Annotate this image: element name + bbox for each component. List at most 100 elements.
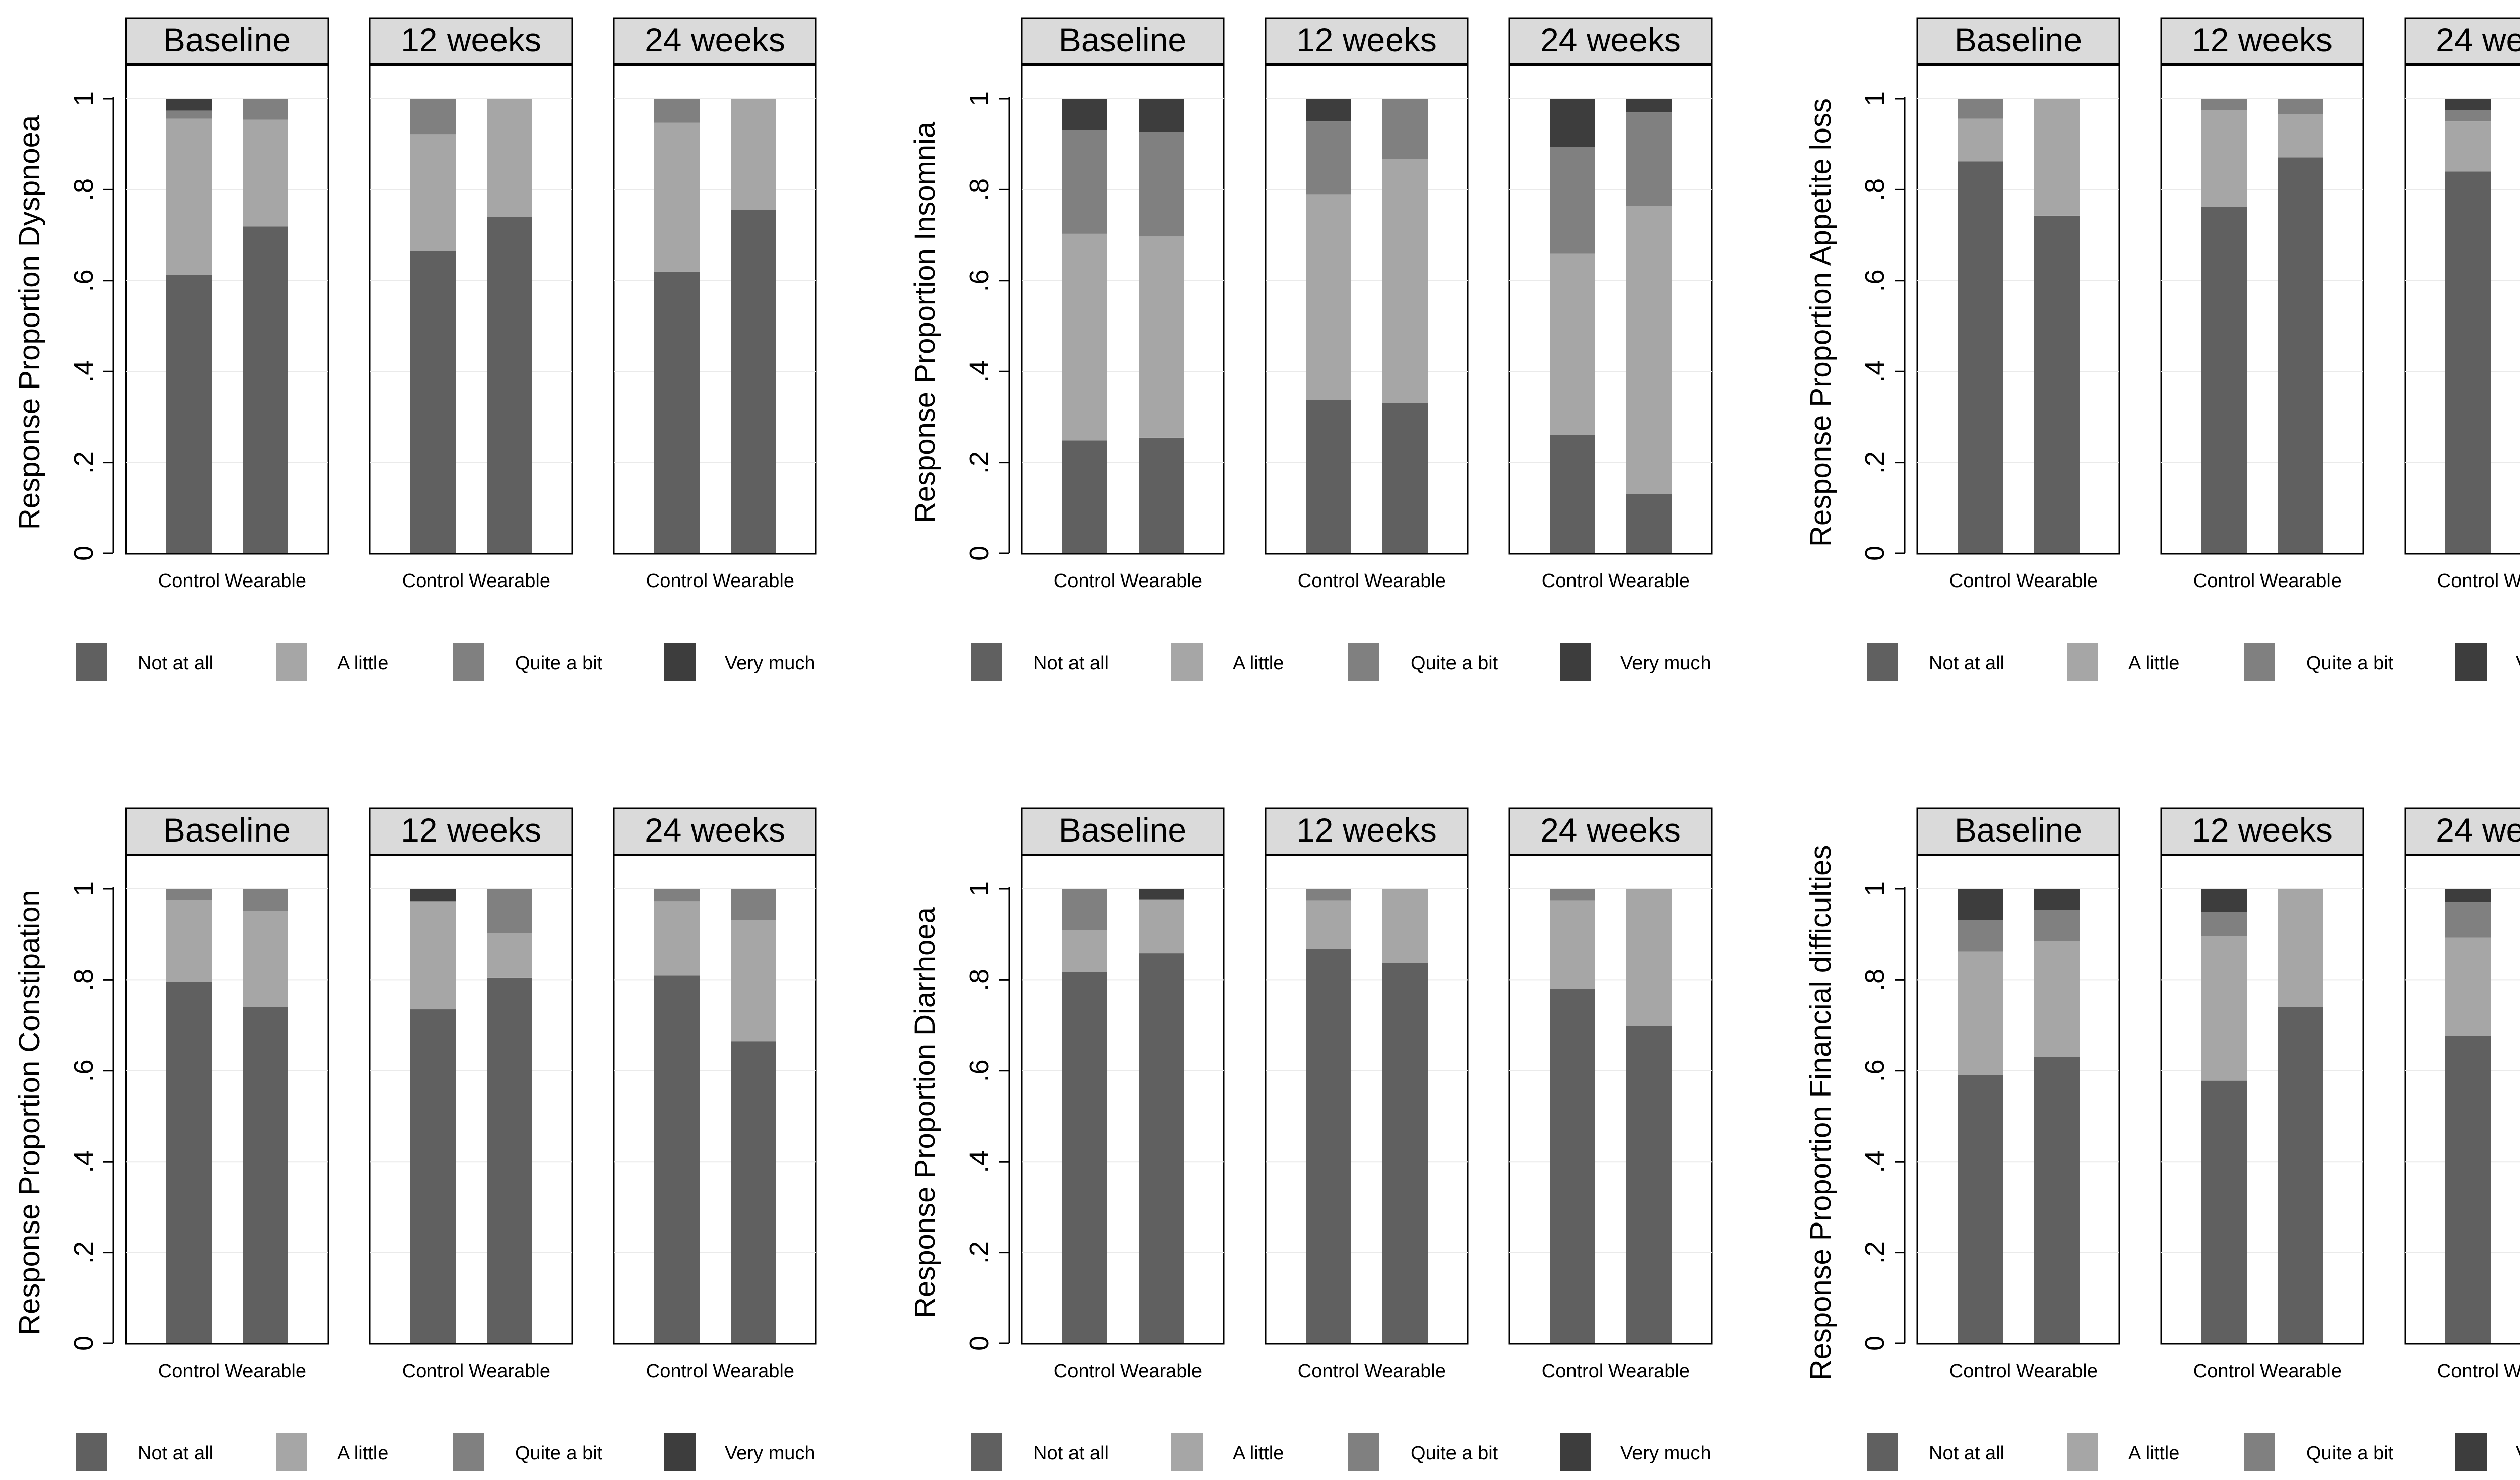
bar-wearable-not-at-all xyxy=(243,1007,288,1343)
y-tick-label: .6 xyxy=(1860,269,1890,292)
panel-label: 12 weeks xyxy=(1296,811,1437,849)
bar-wearable-not-at-all xyxy=(2034,1057,2080,1343)
legend-label-not-at-all: Not at all xyxy=(138,1443,213,1464)
plot-area xyxy=(1916,64,2120,555)
panel-label: 24 weeks xyxy=(1540,811,1681,849)
bar-control-quite-a-bit xyxy=(2445,902,2491,938)
bar-control-a-little xyxy=(654,122,700,272)
bar-control-not-at-all xyxy=(1062,972,1107,1343)
bar-wearable-not-at-all xyxy=(1626,494,1672,553)
bar-control-not-at-all xyxy=(1958,1075,2003,1343)
y-tick-label: 1 xyxy=(1860,91,1890,106)
bar-control-a-little xyxy=(1958,951,2003,1075)
legend-label-very-much: Very much xyxy=(725,653,815,674)
y-tick-label: 1 xyxy=(69,881,99,896)
legend-label-quite-a-bit: Quite a bit xyxy=(2306,1443,2394,1464)
legend-swatch-a-little xyxy=(276,1433,307,1471)
bar-control-very-much xyxy=(2201,889,2247,913)
bar-control-a-little xyxy=(1306,900,1351,949)
plot-area xyxy=(125,64,329,555)
bar-wearable-quite-a-bit xyxy=(1626,112,1672,206)
bar-control-quite-a-bit xyxy=(1958,99,2003,119)
legend-label-a-little: A little xyxy=(2128,653,2179,674)
bar-control-a-little xyxy=(410,901,456,1010)
bar-control-very-much xyxy=(1062,99,1107,130)
bar-wearable-not-at-all xyxy=(731,1041,776,1343)
legend-swatch-not-at-all xyxy=(971,643,1002,681)
y-tick-label: .6 xyxy=(69,269,99,292)
bar-control-a-little xyxy=(2445,121,2491,172)
bar-control-quite-a-bit xyxy=(410,99,456,135)
bar-wearable-a-little xyxy=(2278,114,2323,158)
bar-control-quite-a-bit xyxy=(654,889,700,902)
y-axis-label: Response Proportion Financial difficulti… xyxy=(1804,845,1837,1381)
legend-swatch-very-much xyxy=(664,1433,696,1471)
x-tick-label: Control xyxy=(1298,570,1360,592)
x-tick-label: Control xyxy=(646,1361,708,1382)
y-tick-label: .6 xyxy=(1860,1059,1890,1082)
bar-control-not-at-all xyxy=(2445,171,2491,553)
x-tick-label: Control xyxy=(1298,1361,1360,1382)
y-tick-label: .4 xyxy=(964,1150,994,1173)
bar-wearable-very-much xyxy=(2034,889,2080,910)
bar-control-not-at-all xyxy=(1306,400,1351,553)
y-tick-label: .8 xyxy=(964,178,994,201)
panel-strip xyxy=(125,807,329,856)
y-tick-label: 0 xyxy=(964,1336,994,1351)
x-tick-label: Wearable xyxy=(2016,1361,2098,1382)
bar-wearable-quite-a-bit xyxy=(487,889,532,933)
plot-area xyxy=(613,64,817,555)
bar-control-quite-a-bit xyxy=(1306,889,1351,901)
legend-label-not-at-all: Not at all xyxy=(1929,653,2004,674)
panel-label: 12 weeks xyxy=(401,21,541,58)
bar-wearable-quite-a-bit xyxy=(243,99,288,120)
legend-swatch-a-little xyxy=(1171,643,1203,681)
bar-control-not-at-all xyxy=(2445,1036,2491,1343)
bar-wearable-not-at-all xyxy=(487,977,532,1343)
y-tick-label: 0 xyxy=(1860,546,1890,561)
bar-control-not-at-all xyxy=(1550,435,1595,553)
bar-control-quite-a-bit xyxy=(1306,121,1351,195)
bar-control-a-little xyxy=(166,118,212,275)
x-tick-label: Control xyxy=(1054,570,1116,592)
bar-wearable-not-at-all xyxy=(731,210,776,553)
panel-strip xyxy=(1021,807,1225,856)
panel-label: Baseline xyxy=(1059,21,1186,58)
y-axis-label: Response Proportion Insomnia xyxy=(909,121,941,523)
legend-swatch-very-much xyxy=(664,643,696,681)
y-tick-label: .6 xyxy=(964,1059,994,1082)
panel-1: Baseline Control Wearable xyxy=(1021,807,1225,1382)
bar-control-a-little xyxy=(2201,110,2247,207)
bar-wearable-not-at-all xyxy=(2034,215,2080,554)
plot-area xyxy=(1021,854,1225,1345)
panel-label: 12 weeks xyxy=(401,811,541,849)
y-tick-label: 0 xyxy=(69,546,99,561)
panel-label: 24 weeks xyxy=(2436,21,2520,58)
y-tick-label: .2 xyxy=(69,451,99,474)
panel-strip xyxy=(1265,807,1469,856)
legend-swatch-a-little xyxy=(1171,1433,1203,1471)
bar-control-not-at-all xyxy=(1062,440,1107,553)
legend-label-not-at-all: Not at all xyxy=(1929,1443,2004,1464)
bar-control-quite-a-bit xyxy=(654,99,700,123)
panel-label: 12 weeks xyxy=(1296,21,1437,58)
x-tick-label: Wearable xyxy=(1120,570,1202,592)
panel-label: 24 weeks xyxy=(1540,21,1681,58)
y-tick-label: 1 xyxy=(964,881,994,896)
chart-5: Response Proportion Diarrhoea 0 .2 .4 .6 .8 1 B… xyxy=(909,807,1713,1471)
bar-control-a-little xyxy=(410,134,456,251)
panel-2: 12 weeks Control Wearable xyxy=(1265,807,1469,1382)
x-tick-label: Control xyxy=(1542,1361,1604,1382)
x-tick-label: Control xyxy=(402,1361,464,1382)
x-tick-label: Control xyxy=(646,570,708,592)
bar-control-quite-a-bit xyxy=(2445,110,2491,122)
bar-wearable-quite-a-bit xyxy=(243,889,288,911)
legend-swatch-quite-a-bit xyxy=(453,1433,484,1471)
bar-wearable-quite-a-bit xyxy=(731,889,776,920)
bar-wearable-a-little xyxy=(2278,889,2323,1007)
legend-label-very-much: Very much xyxy=(2516,1443,2520,1464)
y-tick-label: .8 xyxy=(1860,969,1890,991)
